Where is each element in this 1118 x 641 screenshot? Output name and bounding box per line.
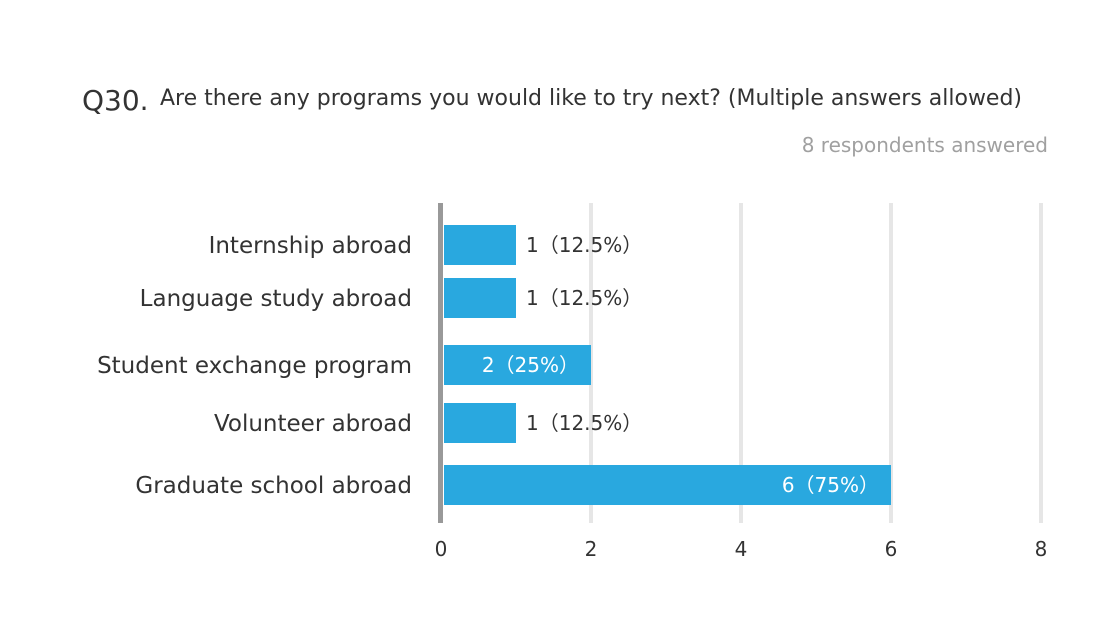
question-number: Q30.	[82, 84, 149, 117]
x-tick-label: 6	[885, 537, 898, 561]
bar	[444, 345, 591, 385]
question-title: Are there any programs you would like to…	[160, 86, 1023, 111]
category-label: Internship abroad	[209, 233, 412, 259]
gridline	[739, 203, 743, 523]
category-label: Language study abroad	[140, 286, 412, 312]
value-label: 2（25%）	[482, 353, 579, 377]
gridline	[1039, 203, 1043, 523]
value-label: 1（12.5%）	[526, 233, 642, 257]
value-label: 1（12.5%）	[526, 286, 642, 310]
x-tick-label: 4	[735, 537, 748, 561]
gridline	[889, 203, 893, 523]
value-label: 6（75%）	[782, 473, 879, 497]
category-label: Volunteer abroad	[214, 411, 412, 437]
x-tick-label: 8	[1035, 537, 1048, 561]
category-label: Student exchange program	[97, 353, 412, 379]
y-axis-line	[438, 203, 443, 523]
value-label: 1（12.5%）	[526, 411, 642, 435]
x-tick-label: 0	[435, 537, 448, 561]
bar	[444, 403, 516, 443]
category-label: Graduate school abroad	[135, 473, 412, 499]
x-tick-label: 2	[585, 537, 598, 561]
bar	[444, 225, 516, 265]
bar	[444, 278, 516, 318]
respondents-count: 8 respondents answered	[801, 133, 1048, 157]
bar	[444, 465, 891, 505]
